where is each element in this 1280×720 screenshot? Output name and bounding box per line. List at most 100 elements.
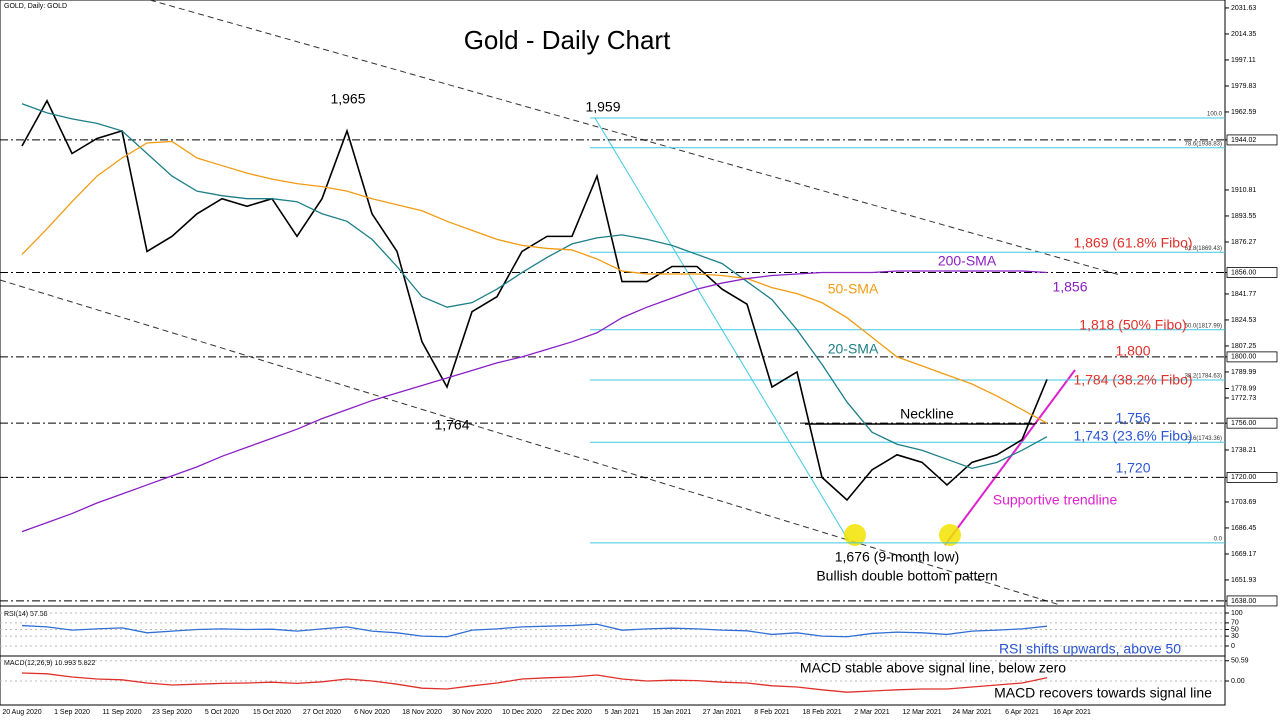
trendline <box>149 0 1121 276</box>
double-bottom-marker <box>844 524 866 546</box>
annotation: 1,869 (61.8% Fibo) <box>1073 235 1192 251</box>
y-tick-label: 0.00 <box>1231 678 1245 685</box>
annotation: 50-SMA <box>828 281 879 297</box>
y-tick-label: 2031.63 <box>1231 5 1256 12</box>
y-tick-label: 1841.77 <box>1231 291 1256 298</box>
y-tick-label: 1720.00 <box>1231 474 1256 481</box>
supportive-trendline <box>944 369 1076 546</box>
double-bottom-marker <box>939 524 961 546</box>
level-label-box <box>1226 351 1278 363</box>
y-tick-label: 1651.93 <box>1231 577 1256 584</box>
annotation: 1,856 <box>1052 279 1087 295</box>
annotation: Supportive trendline <box>993 492 1118 508</box>
series-line <box>21 140 1048 424</box>
y-tick-label: 1856.00 <box>1231 269 1256 276</box>
fibo-diagonal <box>594 117 851 544</box>
annotation: Neckline <box>900 406 954 422</box>
fibo-label: 0.0 <box>1214 537 1223 543</box>
y-tick-label: 1789.99 <box>1231 369 1256 376</box>
macd-title: MACD(12,26,9) 10.993 5.822 <box>4 660 96 667</box>
y-tick-label: 1800.00 <box>1231 354 1256 361</box>
series-line <box>21 99 1048 502</box>
fibo-label: 78.6(1938.83) <box>1185 141 1222 147</box>
annotation: 1,743 (23.6% Fibo) <box>1073 428 1192 444</box>
y-tick-label: 1944.02 <box>1231 137 1256 144</box>
series-line <box>21 270 1048 533</box>
y-tick-label: 50 <box>1231 626 1239 633</box>
fibo-label: 23.6(1743.36) <box>1185 436 1222 442</box>
y-tick-label: 0 <box>1231 643 1235 650</box>
series-line <box>21 623 1048 638</box>
annotation: 1,764 <box>434 417 469 433</box>
y-tick-label: 1638.00 <box>1231 598 1256 605</box>
x-tick-label: 12 Mar 2021 <box>902 709 941 716</box>
x-tick-label: 15 Jan 2021 <box>653 709 692 716</box>
series-line <box>21 672 1048 693</box>
annotation: RSI shifts upwards, above 50 <box>999 641 1181 657</box>
y-tick-label: 1778.99 <box>1231 385 1256 392</box>
x-tick-label: 18 Feb 2021 <box>802 709 841 716</box>
x-tick-label: 30 Nov 2020 <box>452 709 492 716</box>
annotation: MACD stable above signal line, below zer… <box>800 660 1066 676</box>
x-tick-label: 15 Oct 2020 <box>253 709 291 716</box>
trendline <box>0 279 1061 606</box>
y-tick-label: 1738.21 <box>1231 447 1256 454</box>
fibo-label: 50.0(1817.99) <box>1185 323 1222 329</box>
x-tick-label: 27 Jan 2021 <box>703 709 742 716</box>
chart-title: Gold - Daily Chart <box>464 25 671 55</box>
symbol-header: GOLD, Daily: GOLD <box>4 3 67 10</box>
y-tick-label: 2014.35 <box>1231 31 1256 38</box>
annotation: 1,720 <box>1115 460 1150 476</box>
annotation: Bullish double bottom pattern <box>816 568 997 584</box>
annotation: 1,756 <box>1115 410 1150 426</box>
annotation: 1,965 <box>330 91 365 107</box>
x-tick-label: 6 Apr 2021 <box>1005 709 1039 716</box>
annotation: 1,676 (9-month low) <box>835 549 960 565</box>
y-tick-label: 1910.81 <box>1231 187 1256 194</box>
x-tick-label: 8 Feb 2021 <box>754 709 790 716</box>
x-tick-label: 24 Mar 2021 <box>952 709 991 716</box>
x-tick-label: 5 Jan 2021 <box>605 709 640 716</box>
x-tick-label: 1 Sep 2020 <box>54 709 90 716</box>
annotation: 20-SMA <box>828 341 879 357</box>
x-tick-label: 20 Aug 2020 <box>2 709 41 716</box>
y-tick-label: 100 <box>1231 610 1243 617</box>
y-tick-label: 1824.53 <box>1231 317 1256 324</box>
x-tick-label: 22 Dec 2020 <box>552 709 592 716</box>
annotation: MACD recovers towards signal line <box>994 685 1212 701</box>
annotation: 200-SMA <box>938 253 997 269</box>
x-tick-label: 6 Nov 2020 <box>354 709 390 716</box>
x-tick-label: 11 Sep 2020 <box>102 709 141 716</box>
y-tick-label: 1669.17 <box>1231 551 1256 558</box>
y-tick-label: 70 <box>1231 620 1239 627</box>
fibo-label: 100.0 <box>1207 112 1223 118</box>
y-tick-label: 1997.11 <box>1231 57 1256 64</box>
annotation: 1,818 (50% Fibo) <box>1079 317 1186 333</box>
annotation: 1,959 <box>585 99 620 115</box>
x-tick-label: 23 Sep 2020 <box>152 709 192 716</box>
y-tick-label: 30 <box>1231 633 1239 640</box>
rsi-title: RSI(14) 57.58 <box>4 611 48 618</box>
level-label-box <box>1226 595 1278 607</box>
y-tick-label: 1772.73 <box>1231 395 1256 402</box>
series-line <box>21 103 1048 470</box>
x-tick-label: 2 Mar 2021 <box>854 709 890 716</box>
y-tick-label: 1876.27 <box>1231 239 1256 246</box>
level-label-box <box>1226 134 1278 146</box>
fibo-label: 38.2(1784.63) <box>1185 374 1222 380</box>
annotation: 1,800 <box>1115 343 1150 359</box>
y-tick-label: 1807.25 <box>1231 343 1256 350</box>
y-tick-label: 1703.69 <box>1231 499 1256 506</box>
level-label-box <box>1226 417 1278 429</box>
level-label-box <box>1226 267 1278 278</box>
y-tick-label: 1962.59 <box>1231 109 1256 116</box>
y-tick-label: 1686.45 <box>1231 525 1256 532</box>
x-tick-label: 16 Apr 2021 <box>1053 709 1091 716</box>
y-tick-label: 1893.55 <box>1231 213 1256 220</box>
x-tick-label: 5 Oct 2020 <box>205 709 239 716</box>
fibo-label: 61.8(1869.43) <box>1185 246 1222 252</box>
x-tick-label: 27 Oct 2020 <box>303 709 341 716</box>
y-tick-label: 50.59 <box>1231 658 1249 665</box>
